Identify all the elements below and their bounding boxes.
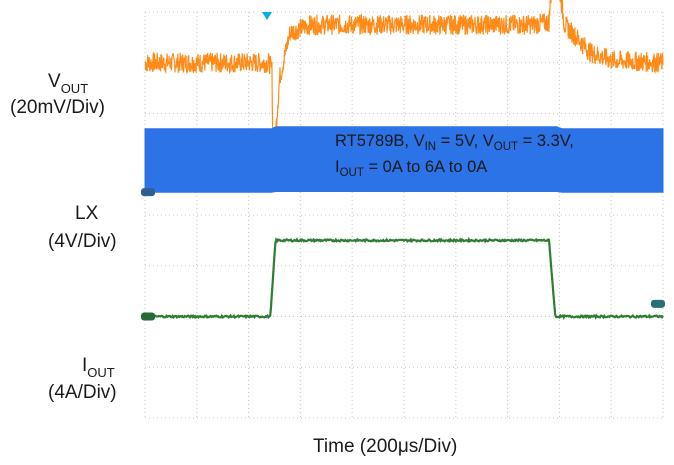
channel-marker-icon — [141, 188, 155, 197]
channel-marker-icon — [651, 299, 665, 308]
lx-label: LX — [75, 203, 99, 224]
iout-label: IOUT — [82, 355, 115, 380]
vout-trace — [144, 0, 664, 184]
traces — [141, 0, 665, 321]
iout-trace — [144, 236, 664, 320]
channel-marker-icon — [141, 312, 155, 321]
annotation-line-1: RT5789B, VIN = 5V, VOUT = 3.3V, — [335, 132, 574, 153]
lx-scale: (4V/Div) — [48, 231, 117, 252]
annotation-line-2: IOUT = 0A to 6A to 0A — [335, 158, 487, 179]
vout-label: VOUT — [48, 71, 88, 96]
lx-trace — [144, 126, 664, 193]
vout-scale: (20mV/Div) — [10, 97, 105, 118]
x-axis-label: Time (200μs/Div) — [313, 436, 457, 457]
trigger-marker-icon — [262, 12, 272, 20]
iout-scale: (4A/Div) — [48, 382, 117, 403]
grid — [144, 11, 664, 419]
